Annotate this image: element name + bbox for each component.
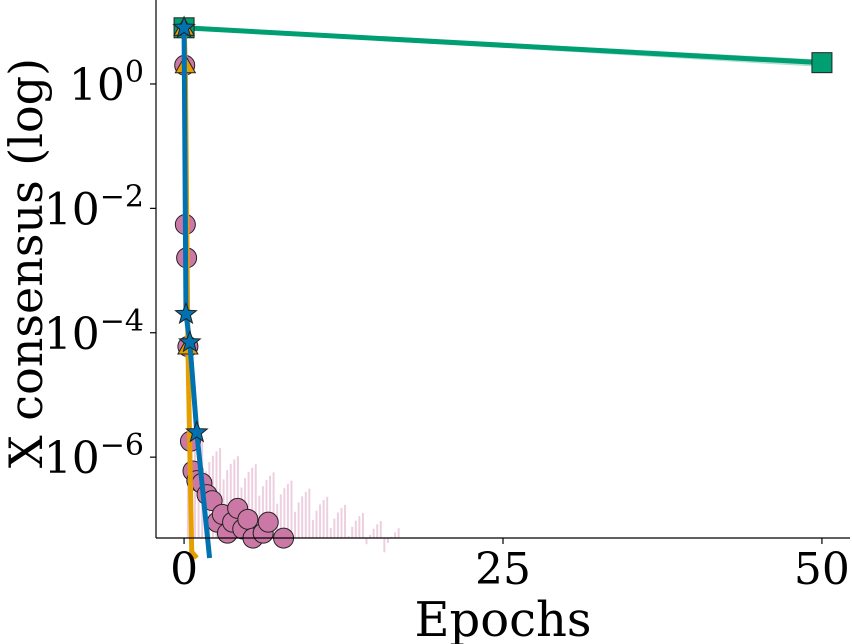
x-tick-label: 25 <box>475 544 531 595</box>
y-ticks: 100 10−2 10−4 10−6 <box>44 55 156 484</box>
y-tick-label: 10−6 <box>44 428 144 484</box>
data-point <box>177 329 202 353</box>
data-point <box>237 508 259 530</box>
plot-area <box>172 15 833 560</box>
data-point <box>172 15 196 38</box>
series-3 <box>173 17 833 74</box>
axes <box>155 0 850 539</box>
data-point <box>174 301 198 325</box>
series-line <box>183 25 823 66</box>
x-axis-label: Epochs <box>414 592 591 644</box>
y-tick-label: 10−4 <box>44 304 144 360</box>
data-point <box>257 511 279 533</box>
series-0 <box>174 54 400 553</box>
x-tick-label: 0 <box>170 544 198 595</box>
x-tick-label: 50 <box>794 544 850 595</box>
x-ticks: 0 25 50 <box>170 538 850 595</box>
y-axis-label: X consensus (log) <box>0 58 53 468</box>
series-2 <box>172 15 213 559</box>
data-point <box>811 52 833 74</box>
y-tick-label: 100 <box>69 55 144 111</box>
data-point <box>185 419 209 443</box>
y-tick-label: 10−2 <box>44 179 144 235</box>
